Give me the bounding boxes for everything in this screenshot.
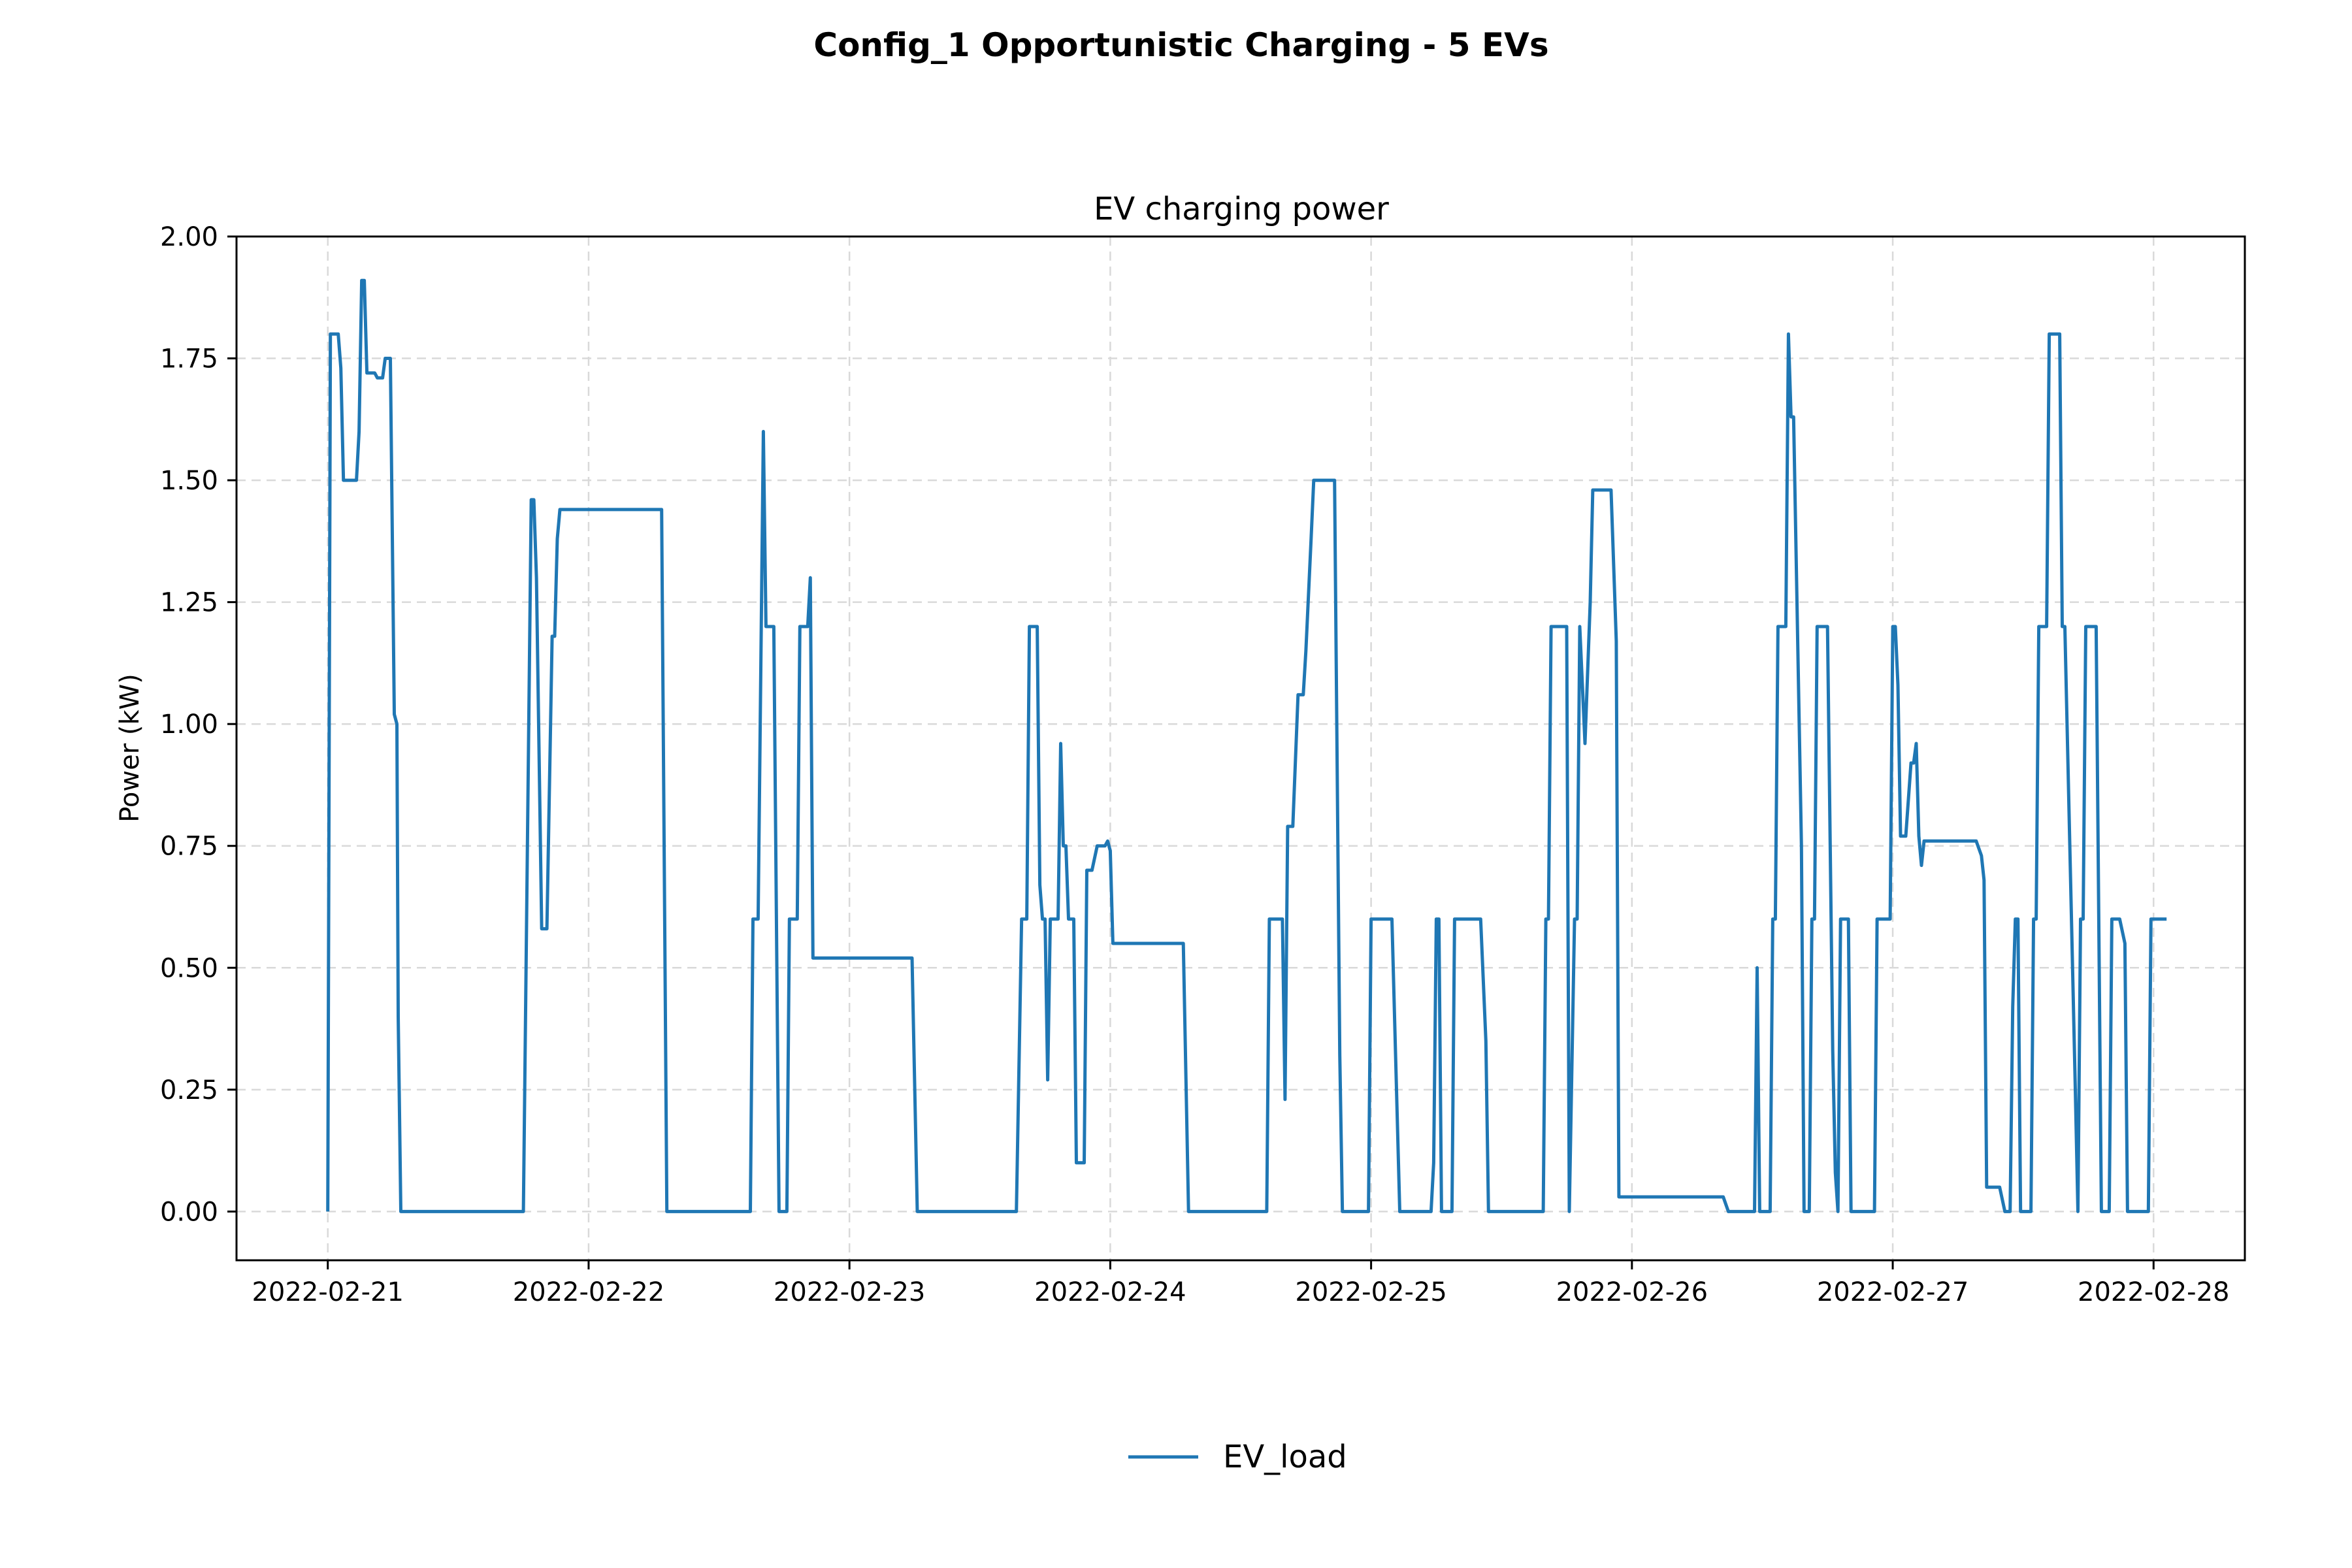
- plot-frame: [235, 235, 2246, 1262]
- legend: EV_load: [1128, 1439, 1347, 1475]
- y-tick-label: 1.50: [160, 466, 218, 496]
- x-tick-label: 2022-02-26: [1556, 1277, 1708, 1307]
- legend-label-ev-load: EV_load: [1223, 1439, 1347, 1475]
- x-tick-label: 2022-02-21: [252, 1277, 403, 1307]
- figure-suptitle: Config_1 Opportunistic Charging - 5 EVs: [813, 26, 1548, 64]
- series-layer: [326, 278, 2167, 1213]
- y-tick-label: 0.00: [160, 1197, 218, 1227]
- y-tick-label: 2.00: [160, 222, 218, 252]
- y-tick-label: 1.25: [160, 588, 218, 618]
- y-tick-label: 0.50: [160, 953, 218, 983]
- y-axis-ticks: 0.00 0.25 0.50 0.75 1.00 1.25 1.50 1.75 2.00: [160, 222, 237, 1227]
- series-line-ev-load: [326, 278, 2167, 1213]
- y-tick-label: 1.75: [160, 344, 218, 374]
- y-tick-label: 1.00: [160, 710, 218, 740]
- x-axis-ticks: 2022-02-21 2022-02-22 2022-02-23 2022-02-24…: [252, 1260, 2230, 1307]
- y-tick-label: 0.25: [160, 1075, 218, 1105]
- x-tick-label: 2022-02-24: [1034, 1277, 1186, 1307]
- x-tick-label: 2022-02-22: [513, 1277, 664, 1307]
- x-tick-label: 2022-02-23: [774, 1277, 925, 1307]
- x-tick-label: 2022-02-27: [1817, 1277, 1968, 1307]
- chart-title: EV charging power: [1094, 191, 1389, 227]
- x-tick-label: 2022-02-25: [1295, 1277, 1446, 1307]
- y-axis-label: Power (kW): [115, 674, 145, 823]
- x-tick-label: 2022-02-28: [2078, 1277, 2229, 1307]
- y-tick-label: 0.75: [160, 832, 218, 862]
